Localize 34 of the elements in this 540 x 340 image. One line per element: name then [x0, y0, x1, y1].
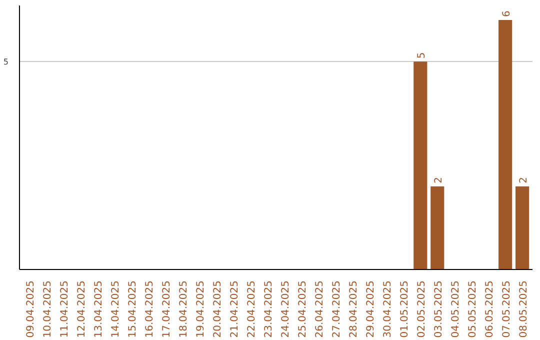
x-tick-label: 01.05.2025: [399, 280, 410, 338]
x-tick-label: 08.05.2025: [518, 280, 530, 338]
x-tick-label: 13.04.2025: [94, 280, 105, 338]
x-tick-label: 17.04.2025: [162, 280, 173, 338]
x-tick-label: 05.05.2025: [467, 280, 478, 338]
x-tick-label: 21.04.2025: [230, 280, 241, 338]
x-tick-label: 11.04.2025: [60, 280, 71, 338]
data-label: 2: [433, 176, 444, 184]
x-tick-label: 14.04.2025: [110, 280, 122, 338]
x-tick-label: 16.04.2025: [144, 280, 156, 338]
x-tick-label: 23.04.2025: [264, 280, 275, 338]
x-tick-label: 26.04.2025: [314, 280, 326, 338]
x-tick-label: 15.04.2025: [128, 280, 139, 338]
x-tick-label: 20.04.2025: [212, 280, 224, 338]
x-tick-label: 27.04.2025: [331, 280, 342, 338]
x-tick-label: 18.04.2025: [178, 280, 190, 338]
x-tick-label: 19.04.2025: [196, 280, 207, 338]
data-label: 5: [416, 52, 428, 59]
x-tick-label: 22.04.2025: [246, 280, 258, 338]
x-tick-label: 09.04.2025: [26, 280, 37, 338]
x-tick-label: 12.04.2025: [76, 280, 88, 338]
x-tick-label: 06.05.2025: [484, 280, 496, 338]
x-tick-label: 29.04.2025: [365, 280, 376, 338]
data-label: 6: [501, 10, 512, 18]
x-tick-label: 25.04.2025: [297, 280, 308, 338]
x-tick-label: 28.04.2025: [348, 280, 360, 338]
x-tick-label: 04.05.2025: [450, 280, 462, 338]
x-tick-label: 02.05.2025: [416, 280, 428, 338]
x-tick-label: 24.04.2025: [280, 280, 292, 338]
x-tick-label: 07.05.2025: [501, 280, 512, 338]
x-tick-label: 30.04.2025: [382, 280, 394, 338]
x-tick-label: 03.05.2025: [433, 280, 444, 338]
data-label: 2: [518, 176, 530, 184]
x-tick-label: 10.04.2025: [42, 280, 54, 338]
